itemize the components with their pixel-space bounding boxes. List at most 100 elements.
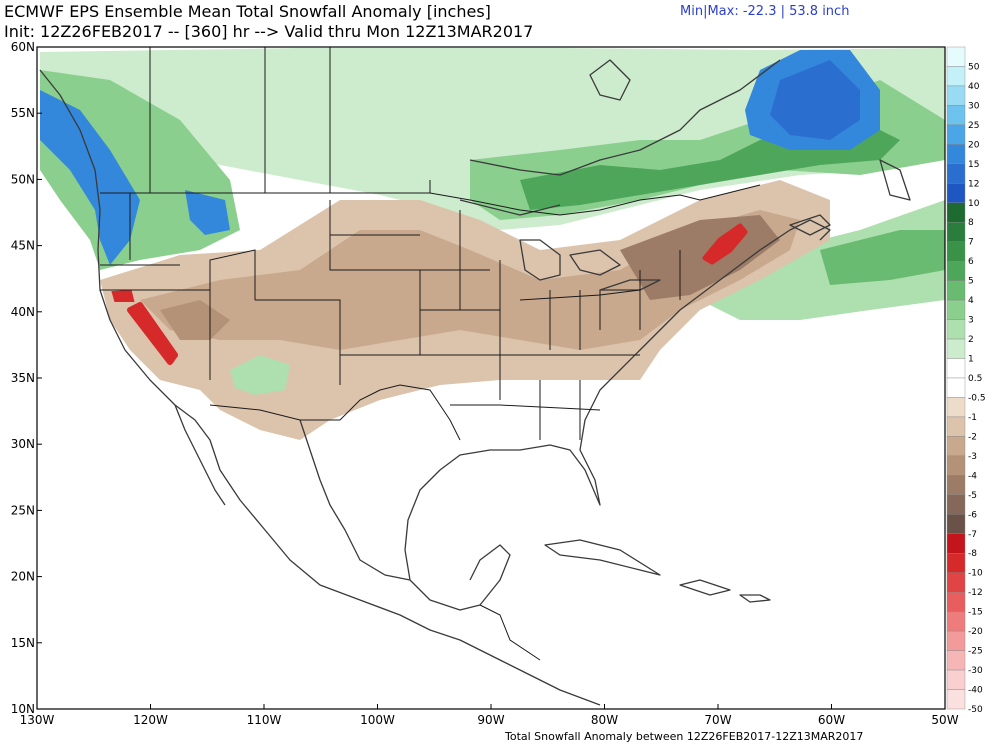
legend-label: -2 xyxy=(968,432,977,442)
legend-label: -7 xyxy=(968,530,977,540)
legend-label: -30 xyxy=(968,666,983,676)
legend-label: 30 xyxy=(968,101,980,111)
legend-label: 2 xyxy=(968,335,974,345)
legend-label: -4 xyxy=(968,471,977,481)
lon-label: 80W xyxy=(591,713,618,727)
legend-swatch xyxy=(946,416,966,437)
red-anomaly-maine xyxy=(702,223,748,265)
legend-swatch xyxy=(946,144,966,165)
green-anomaly-canada xyxy=(40,48,945,230)
map-init-valid: Init: 12Z26FEB2017 -- [360] hr --> Valid… xyxy=(4,22,534,41)
legend-swatch xyxy=(946,105,966,126)
legend-swatch xyxy=(946,455,966,476)
legend-label: -6 xyxy=(968,510,977,520)
legend-swatch xyxy=(946,183,966,203)
legend-swatch xyxy=(946,85,966,106)
lon-label: 120W xyxy=(133,713,168,727)
legend-swatch xyxy=(946,358,966,379)
legend-swatch xyxy=(946,66,966,87)
legend-label: -0.5 xyxy=(968,393,986,403)
legend-label: 0.5 xyxy=(968,374,982,384)
legend-swatch xyxy=(946,494,966,515)
legend-label: 1 xyxy=(968,355,974,365)
lon-label: 60W xyxy=(818,713,845,727)
legend-swatch xyxy=(946,377,966,398)
lat-label: 15N xyxy=(11,636,35,650)
legend-label: 50 xyxy=(968,62,980,72)
lon-label: 130W xyxy=(20,713,55,727)
min-max-readout: Min|Max: -22.3 | 53.8 inch xyxy=(680,4,850,19)
legend-swatch xyxy=(946,241,966,262)
lat-label: 60N xyxy=(11,40,35,54)
legend-label: -10 xyxy=(968,569,983,579)
map-title: ECMWF EPS Ensemble Mean Total Snowfall A… xyxy=(4,2,491,21)
lat-label: 45N xyxy=(11,239,35,253)
legend-swatch xyxy=(946,475,966,496)
lat-label: 30N xyxy=(11,437,35,451)
legend-swatch xyxy=(946,533,966,554)
legend-label: 6 xyxy=(968,257,974,267)
lat-label: 25N xyxy=(11,503,35,517)
longitude-labels: 130W 120W 110W 100W 90W 80W 70W 60W 50W xyxy=(20,704,959,727)
legend-label: -50 xyxy=(968,705,983,715)
legend-label: 3 xyxy=(968,316,974,326)
legend-swatch xyxy=(946,436,966,457)
legend-label: 10 xyxy=(968,199,980,209)
legend-swatch xyxy=(946,280,966,301)
legend-swatch xyxy=(946,611,966,632)
legend-label: 20 xyxy=(968,140,980,150)
legend-label: 8 xyxy=(968,218,974,228)
lat-label: 10N xyxy=(11,702,35,716)
legend-swatch xyxy=(946,572,966,593)
red-anomaly-sierra xyxy=(127,302,178,365)
lon-label: 110W xyxy=(247,713,282,727)
latitude-labels: 60N 55N 50N 45N 40N 35N 30N 25N 20N 15N 10N xyxy=(11,40,42,716)
legend-swatch xyxy=(946,689,966,710)
legend-label: -15 xyxy=(968,608,983,618)
legend-label: -1 xyxy=(968,413,977,423)
legend-swatch xyxy=(946,46,966,67)
legend-swatch xyxy=(946,124,966,145)
legend-label: 12 xyxy=(968,179,979,189)
legend-label: 7 xyxy=(968,238,974,248)
lon-label: 50W xyxy=(931,713,958,727)
legend-label: -20 xyxy=(968,627,983,637)
legend-swatch xyxy=(946,591,966,612)
lat-label: 50N xyxy=(11,172,35,186)
legend-label: -40 xyxy=(968,686,983,696)
legend-swatch xyxy=(946,553,966,573)
legend-swatch xyxy=(946,299,966,320)
legend-label: -5 xyxy=(968,491,977,501)
lat-label: 55N xyxy=(11,106,35,120)
legend-swatch xyxy=(946,397,966,418)
blue-anomaly-northwest xyxy=(40,90,140,265)
legend-swatch xyxy=(946,260,966,281)
legend-swatch xyxy=(946,630,966,651)
map-footer: Total Snowfall Anomaly between 12Z26FEB2… xyxy=(505,730,864,743)
legend-swatch xyxy=(946,650,966,671)
legend-label: 4 xyxy=(968,296,974,306)
legend-swatch xyxy=(946,669,966,690)
lat-label: 35N xyxy=(11,371,35,385)
legend-label: 15 xyxy=(968,160,979,170)
legend-swatch xyxy=(946,202,966,223)
legend-label: 40 xyxy=(968,82,980,92)
legend-swatch xyxy=(946,338,966,359)
legend-label: 5 xyxy=(968,277,974,287)
lon-label: 100W xyxy=(360,713,395,727)
lat-label: 20N xyxy=(11,570,35,584)
legend-swatch xyxy=(946,222,966,242)
legend-label: -8 xyxy=(968,549,977,559)
legend-swatch xyxy=(946,163,966,184)
legend-label: -12 xyxy=(968,588,983,598)
borders xyxy=(100,47,761,661)
lon-label: 70W xyxy=(704,713,731,727)
legend-label: 25 xyxy=(968,121,979,131)
legend-swatch xyxy=(946,319,966,340)
legend-label: -3 xyxy=(968,452,977,462)
color-legend: 50 40 30 25 20 15 12 10 8 7 6 5 4 3 2 1 0.5 -0.5 -1 -2 -3 -4 -… xyxy=(946,46,986,715)
lat-label: 40N xyxy=(11,305,35,319)
legend-label: -25 xyxy=(968,647,983,657)
lon-label: 90W xyxy=(477,713,504,727)
